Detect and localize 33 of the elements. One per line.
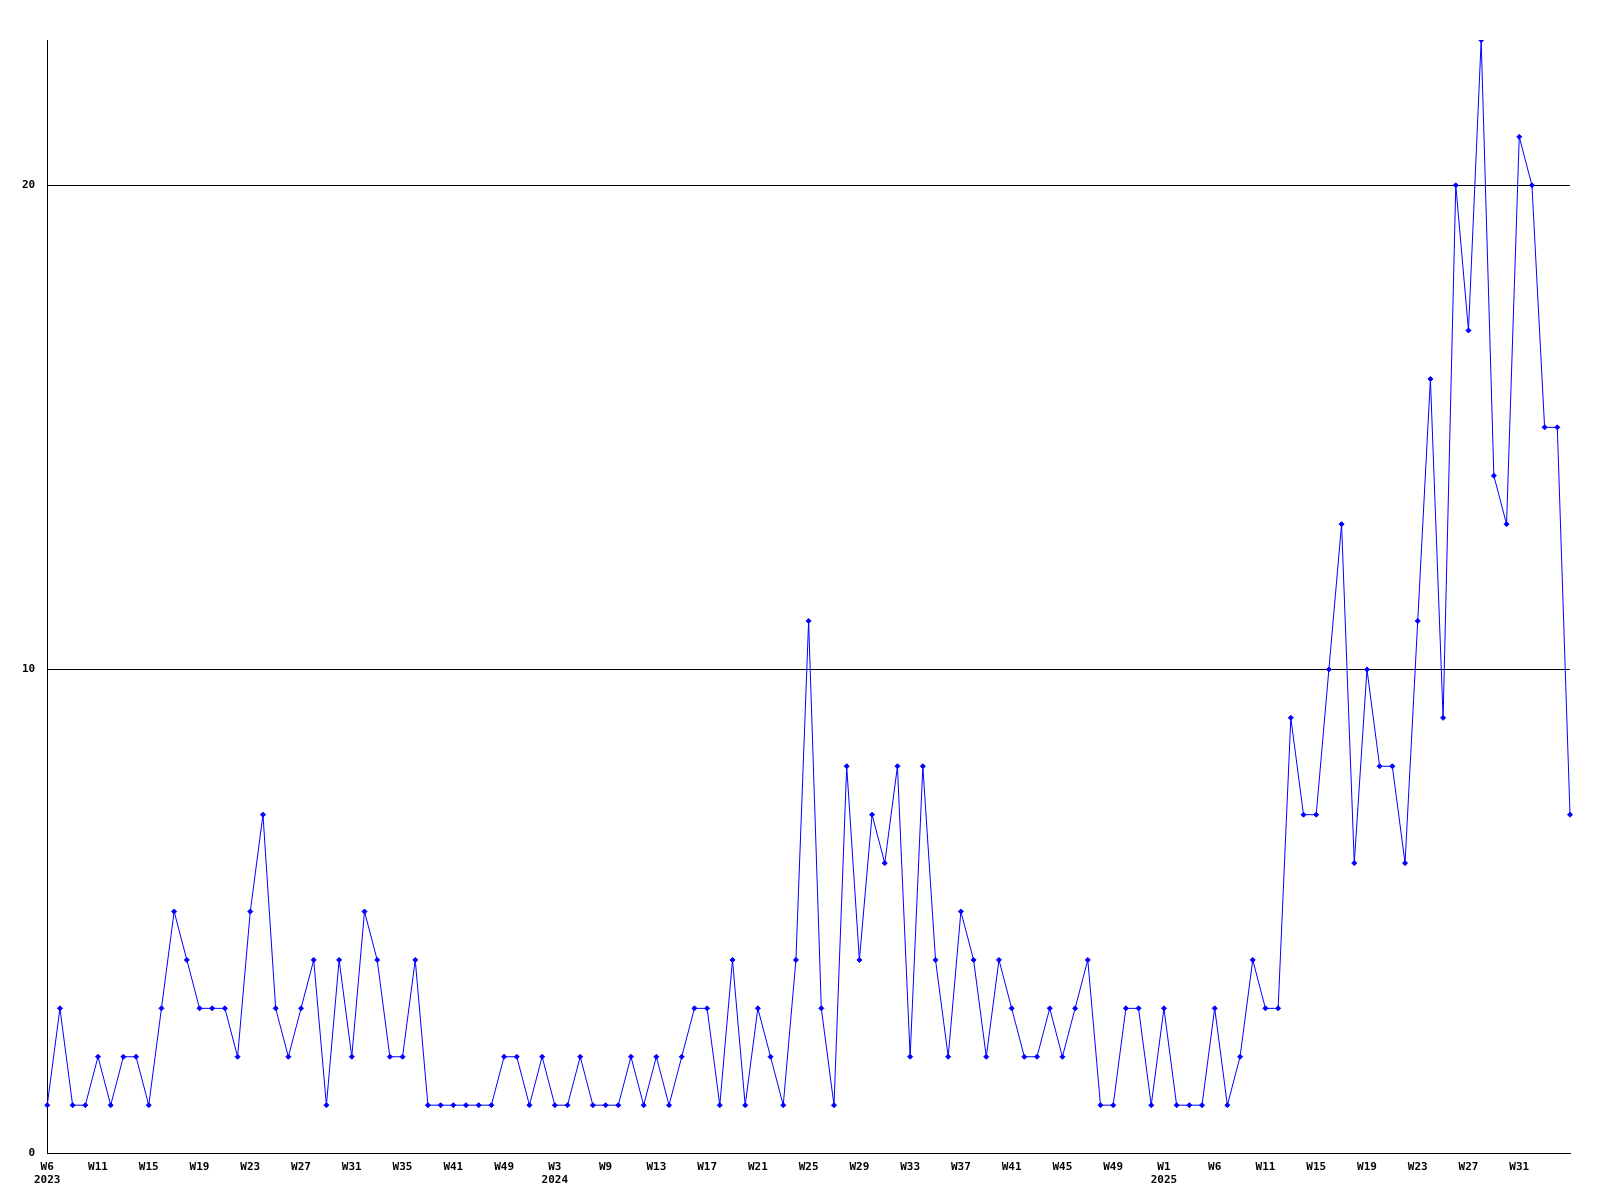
x-tick-label: W19 xyxy=(189,1160,210,1174)
x-tick-label: W45 xyxy=(1052,1160,1073,1174)
x-tick-label: W37 xyxy=(950,1160,971,1174)
y-tick-label: 0 xyxy=(28,1146,36,1160)
x-tick-label: W29 xyxy=(849,1160,870,1174)
x-tick-label: W3 2024 xyxy=(541,1160,569,1187)
x-tick-label: W15 xyxy=(138,1160,159,1174)
x-tick-label: W27 xyxy=(291,1160,311,1174)
x-tick-label: W41 xyxy=(443,1160,464,1174)
x-tick-label: W41 xyxy=(1001,1160,1022,1174)
x-tick-label: W21 xyxy=(747,1160,769,1174)
x-tick-label: W11 xyxy=(1255,1160,1276,1174)
x-tick-label: W23 xyxy=(240,1160,261,1174)
x-tick-label: W6 2023 xyxy=(34,1160,61,1187)
x-tick-label: W6 xyxy=(1208,1160,1222,1174)
x-tick-label: W35 xyxy=(392,1160,413,1174)
x-tick-label: W33 xyxy=(900,1160,921,1174)
y-tick-label: 10 xyxy=(22,662,36,676)
x-tick-label: W27 xyxy=(1458,1160,1479,1174)
x-tick-label: W11 xyxy=(88,1160,109,1174)
y-tick-label: 20 xyxy=(22,178,36,192)
x-tick-label: W17 xyxy=(697,1160,718,1174)
x-tick-label: W49 xyxy=(1103,1160,1124,1174)
x-tick-label: W1 2025 xyxy=(1150,1160,1178,1187)
x-tick-label: W31 xyxy=(341,1160,363,1174)
x-tick-label: W9 xyxy=(598,1160,613,1174)
x-tick-label: W49 xyxy=(494,1160,515,1174)
x-tick-label: W15 xyxy=(1306,1160,1327,1174)
x-tick-label: W25 xyxy=(798,1160,819,1174)
x-tick-label: W13 xyxy=(646,1160,667,1174)
x-tick-label: W31 xyxy=(1509,1160,1530,1174)
x-tick-label: W23 xyxy=(1407,1160,1428,1174)
x-tick-label: W19 xyxy=(1357,1160,1377,1174)
